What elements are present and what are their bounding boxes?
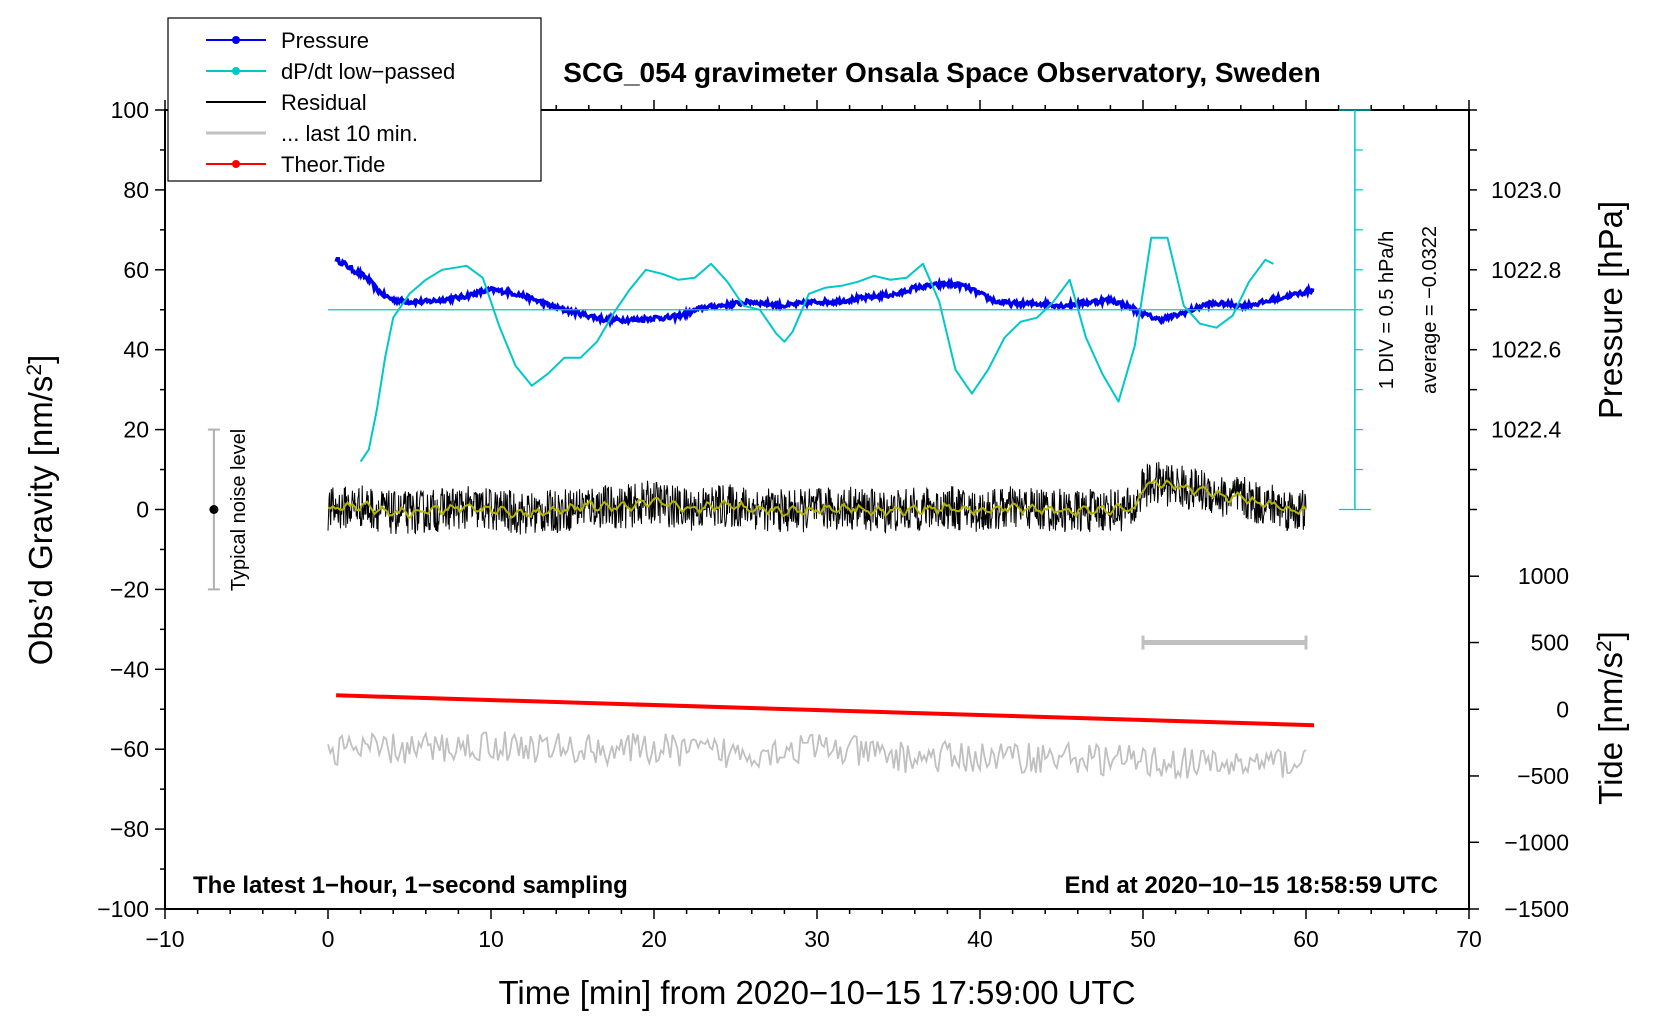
y-axis-title-gravity-end: ] — [22, 355, 59, 364]
tide-tick-label: 500 — [1531, 630, 1569, 656]
legend: Pressure dP/dt low−passed Residual ... last… — [167, 17, 542, 182]
x-tick-label: 20 — [641, 926, 667, 952]
dpdt-line — [359, 236, 1274, 463]
noise-bar-center-dot — [209, 505, 219, 514]
tide-tick-label: −500 — [1517, 763, 1569, 789]
data-series — [327, 236, 1315, 780]
tide-tick-label: 1000 — [1518, 563, 1569, 589]
dpdt-scale-label: 1 DIV = 0.5 hPa/h — [1376, 231, 1398, 389]
x-tick-label: 60 — [1293, 926, 1319, 952]
y-tick-label: −80 — [110, 816, 149, 842]
y-axis-title-tide: Tide [nm/s2] — [1592, 631, 1629, 805]
tide-tick-label: −1000 — [1504, 829, 1569, 855]
x-tick-label: 10 — [478, 926, 504, 952]
pressure-tick-label: 1022.6 — [1491, 337, 1561, 363]
residual-line — [327, 461, 1307, 535]
y-axis-title-gravity: Obs’d Gravity [nm/s2] — [22, 355, 59, 666]
pressure-tick-label: 1022.8 — [1491, 257, 1561, 283]
legend-marker — [232, 36, 240, 44]
noise-level-label: Typical noise level — [228, 429, 250, 591]
chart-title: SCG_054 gravimeter Onsala Space Observat… — [563, 57, 1320, 88]
legend-marker — [232, 67, 240, 75]
legend-label: Residual — [281, 90, 367, 115]
y-axis-title-pressure: Pressure [hPa] — [1592, 201, 1629, 419]
y-tick-label: 20 — [123, 417, 149, 443]
theor-tide-line — [336, 693, 1315, 728]
y-axis-title-gravity-main: Obs’d Gravity [nm/s — [22, 376, 59, 666]
pressure-tick-label: 1023.0 — [1491, 177, 1561, 203]
last-10-min-line — [327, 731, 1307, 780]
y-axis-title-tide-end: ] — [1592, 631, 1629, 640]
note-sampling: The latest 1−hour, 1−second sampling — [193, 872, 628, 899]
residual-smoothed-line — [327, 478, 1307, 520]
legend-label: Theor.Tide — [281, 152, 385, 177]
y-axis-title-tide-sup: 2 — [1593, 640, 1616, 652]
tide-tick-label: 0 — [1556, 696, 1569, 722]
x-tick-label: 50 — [1130, 926, 1156, 952]
legend-label: dP/dt low−passed — [281, 59, 455, 84]
x-tick-label: 30 — [804, 926, 830, 952]
y-tick-label: 80 — [123, 177, 149, 203]
y-tick-label: 40 — [123, 337, 149, 363]
legend-entries: Pressure dP/dt low−passed Residual ... last… — [206, 28, 455, 177]
legend-label: ... last 10 min. — [281, 121, 418, 146]
axis-ticks: −10 0 10 20 30 40 50 60 70100806040200−20−40−60−… — [97, 97, 1569, 952]
x-tick-label: 40 — [967, 926, 993, 952]
x-tick-label: 70 — [1456, 926, 1482, 952]
note-end-time: End at 2020−10−15 18:58:59 UTC — [1064, 872, 1438, 899]
y-tick-label: 60 — [123, 257, 149, 283]
x-tick-label: −10 — [145, 926, 184, 952]
y-tick-label: 100 — [111, 97, 149, 123]
tide-tick-label: −1500 — [1504, 896, 1569, 922]
y-tick-label: −100 — [97, 896, 149, 922]
y-axis-title-gravity-sup: 2 — [23, 364, 46, 376]
x-tick-label: 0 — [322, 926, 335, 952]
average-label: average = −0.0322 — [1419, 226, 1441, 394]
pressure-tick-label: 1022.4 — [1491, 417, 1562, 443]
legend-marker — [232, 160, 240, 168]
y-tick-label: −20 — [110, 576, 149, 602]
x-axis-title: Time [min] from 2020−10−15 17:59:00 UTC — [498, 974, 1135, 1011]
pressure-line — [334, 256, 1315, 329]
y-tick-label: −40 — [110, 656, 149, 682]
legend-label: Pressure — [281, 28, 369, 53]
chart-annotations — [207, 109, 1371, 650]
y-axis-title-tide-main: Tide [nm/s — [1592, 652, 1629, 805]
legend-frame — [167, 17, 542, 182]
y-tick-label: 0 — [136, 497, 149, 523]
y-tick-label: −60 — [110, 736, 149, 762]
